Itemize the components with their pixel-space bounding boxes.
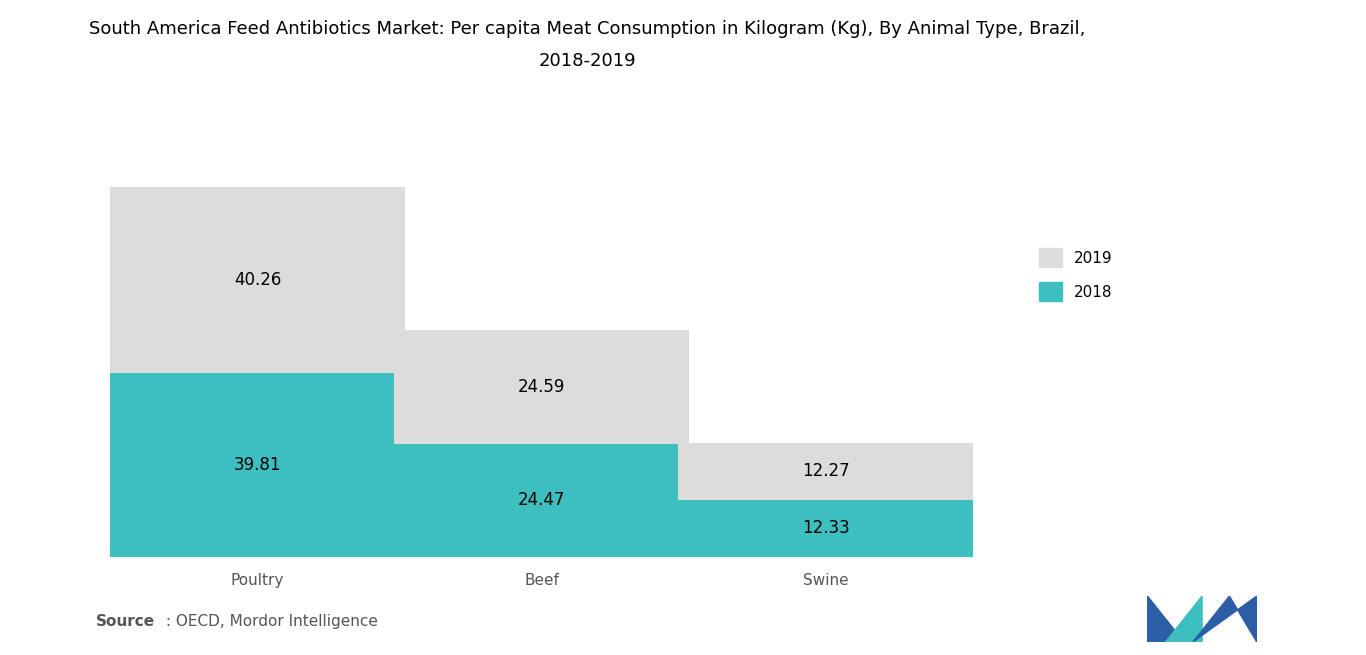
Text: 40.26: 40.26	[234, 271, 281, 289]
Text: South America Feed Antibiotics Market: Per capita Meat Consumption in Kilogram (: South America Feed Antibiotics Market: P…	[89, 20, 1086, 37]
Legend: 2019, 2018: 2019, 2018	[1038, 248, 1112, 301]
Polygon shape	[1165, 596, 1202, 642]
Text: 39.81: 39.81	[234, 456, 281, 474]
Bar	[679, 500, 973, 557]
Polygon shape	[1147, 596, 1184, 642]
Text: 24.59: 24.59	[518, 378, 566, 396]
Bar	[395, 443, 688, 557]
Text: 12.27: 12.27	[802, 462, 850, 481]
Text: 2018-2019: 2018-2019	[538, 52, 637, 70]
Text: 24.47: 24.47	[518, 491, 566, 509]
Bar	[395, 330, 688, 443]
Text: : OECD, Mordor Intelligence: : OECD, Mordor Intelligence	[161, 614, 378, 629]
Bar	[111, 187, 404, 373]
Polygon shape	[1193, 596, 1257, 642]
Bar	[679, 443, 973, 500]
Bar	[111, 373, 404, 557]
Text: 12.33: 12.33	[802, 519, 850, 537]
Text: Source: Source	[96, 614, 154, 629]
